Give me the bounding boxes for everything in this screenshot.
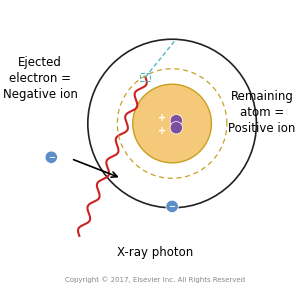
Text: X-ray photon: X-ray photon [117, 246, 194, 259]
Circle shape [166, 200, 178, 213]
Circle shape [170, 114, 182, 127]
Circle shape [45, 151, 58, 164]
Circle shape [133, 84, 212, 163]
Text: Ejected
electron =
Negative ion: Ejected electron = Negative ion [3, 56, 77, 101]
Circle shape [170, 121, 182, 134]
Text: Copyright © 2017, Elsevier Inc. All Rights Reserved: Copyright © 2017, Elsevier Inc. All Righ… [65, 276, 245, 283]
Text: +: + [158, 113, 166, 123]
Text: Remaining
atom =
Positive ion: Remaining atom = Positive ion [228, 90, 296, 135]
Text: −: − [169, 202, 176, 211]
Text: +: + [158, 126, 166, 135]
Text: −: − [48, 153, 55, 162]
